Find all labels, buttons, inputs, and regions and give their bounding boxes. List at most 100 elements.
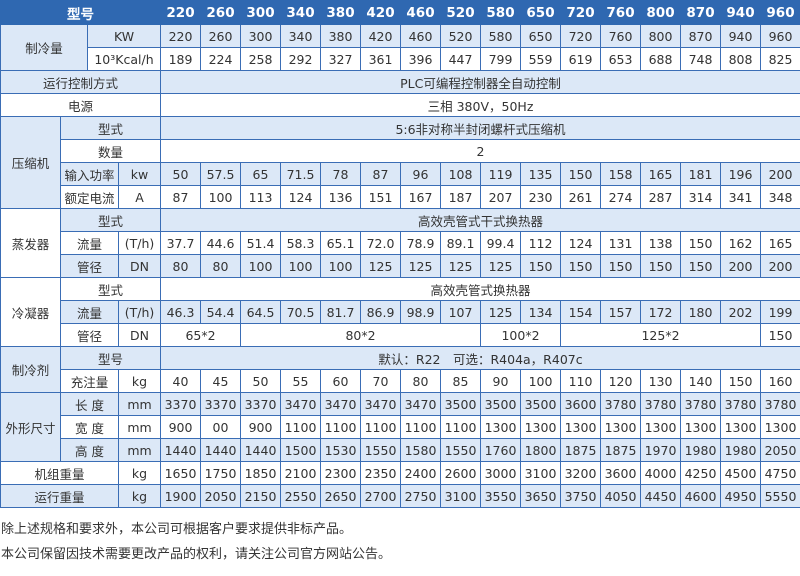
value-cell: 98.9	[400, 300, 441, 324]
control-row: 运行控制方式 PLC可编程控制器全自动控制	[0, 70, 800, 94]
sub-label: 流量	[60, 300, 119, 324]
value-cell: 1900	[160, 484, 201, 508]
unit-weight-label: 机组重量	[0, 461, 119, 485]
unit-cell: kg	[118, 484, 161, 508]
sub-label: 型式	[60, 116, 161, 140]
value-cell: 619	[560, 47, 601, 71]
footer-note-2: 本公司保留因技术需要更改产品的权利，请关注公司官方网站公告。	[1, 547, 392, 562]
value-cell: 1850	[240, 461, 281, 485]
value-cell: 1300	[600, 415, 641, 439]
compressor-input-row: 输入功率 kw 50 57.5 65 71.5 78 87 96 108 119 135 150 158 1…	[0, 162, 800, 186]
value-cell: 2150	[240, 484, 281, 508]
value-cell: 157	[600, 300, 641, 324]
value-cell: 112	[520, 231, 561, 255]
value-cell: 80	[400, 369, 441, 393]
value-cell: 3780	[720, 392, 761, 416]
value-cell: 274	[600, 185, 641, 209]
value-cell: 300	[240, 24, 281, 48]
value-cell: 1800	[520, 438, 561, 462]
value-cell: 220	[160, 24, 201, 48]
value-cell: 158	[600, 162, 641, 186]
value-cell: 65	[240, 162, 281, 186]
value-cell: 396	[400, 47, 441, 71]
value-cell: 57.5	[200, 162, 241, 186]
unit-cell: mm	[118, 438, 161, 462]
value-cell: 125	[480, 300, 521, 324]
value-cell: 1100	[440, 415, 481, 439]
value-cell: 130	[640, 369, 681, 393]
model-header-cell: 220	[160, 0, 201, 25]
value-cell: 207	[480, 185, 521, 209]
cooling-capacity-label: 制冷量	[0, 24, 88, 71]
value-cell: 135	[520, 162, 561, 186]
value-cell: 125	[360, 254, 401, 278]
cooling-kcal-row: 10³Kcal/h 189 224 258 292 327 361 396 447 799 559 6…	[0, 47, 800, 71]
value-cell: 2750	[400, 484, 441, 508]
model-header-cell: 800	[640, 0, 681, 25]
value-cell: 420	[360, 24, 401, 48]
value-cell: 460	[400, 24, 441, 48]
value-cell: 1300	[560, 415, 601, 439]
spec-table: 型号 220 260 300 340 380 420 460 520 580 650 720 760 80…	[0, 0, 800, 508]
operating-weight-row: 运行重量 kg 1900 2050 2150 2550 2650 2700 2750 3100 35…	[0, 484, 800, 508]
cooling-kw-row: 制冷量 KW 220 260 300 340 380 420 460 520 580 650 720 76…	[0, 24, 800, 71]
value-cell: 260	[200, 24, 241, 48]
value-cell: 125	[480, 254, 521, 278]
value-cell: 54.4	[200, 300, 241, 324]
sub-label: 型式	[60, 208, 161, 232]
value-cell: 1440	[160, 438, 201, 462]
evaporator-pipe-row: 管径 DN 80 80 100 100 100 125 125 125 125 150 150 150 15…	[0, 254, 800, 278]
value-cell: 1875	[560, 438, 601, 462]
value-cell: 1100	[280, 415, 321, 439]
value-cell: 3100	[440, 484, 481, 508]
value-cell: 2300	[320, 461, 361, 485]
value-cell: 113	[240, 185, 281, 209]
sub-label: 型式	[60, 277, 161, 301]
value-cell: 800	[640, 24, 681, 48]
value-cell: 150	[680, 254, 721, 278]
value-cell: 150	[680, 231, 721, 255]
value-cell: 3200	[560, 461, 601, 485]
value-cell: 37.7	[160, 231, 201, 255]
value-cell: 1500	[280, 438, 321, 462]
value-cell: 3500	[480, 392, 521, 416]
power-row: 电源 三相 380V，50Hz	[0, 93, 800, 117]
value-cell: 65.1	[320, 231, 361, 255]
pipe-group-cell: 65*2	[160, 323, 241, 347]
value-cell: 58.3	[280, 231, 321, 255]
value-cell: 2400	[400, 461, 441, 485]
sub-label: 额定电流	[60, 185, 119, 209]
model-header-cell: 520	[440, 0, 481, 25]
value-cell: 348	[760, 185, 800, 209]
value-cell: 3600	[600, 461, 641, 485]
value-cell: 4000	[640, 461, 681, 485]
value-cell: 760	[600, 24, 641, 48]
value-cell: 1300	[760, 415, 800, 439]
sub-label: 管径	[60, 254, 119, 278]
value-cell: 50	[240, 369, 281, 393]
unit-cell: (T/h)	[118, 231, 161, 255]
value-cell: 40	[160, 369, 201, 393]
value-cell: 60	[320, 369, 361, 393]
value-cell: 108	[440, 162, 481, 186]
value-cell: 287	[640, 185, 681, 209]
value-cell: 4950	[720, 484, 761, 508]
model-header-cell: 870	[680, 0, 721, 25]
value-cell: 960	[760, 24, 800, 48]
span-value: 5:6非对称半封闭螺杆式压缩机	[160, 116, 800, 140]
value-cell: 340	[280, 24, 321, 48]
value-cell: 200	[760, 254, 800, 278]
value-cell: 447	[440, 47, 481, 71]
value-cell: 3100	[520, 461, 561, 485]
value-cell: 150	[520, 254, 561, 278]
value-cell: 78	[320, 162, 361, 186]
value-cell: 5550	[760, 484, 800, 508]
value-cell: 653	[600, 47, 641, 71]
value-cell: 4750	[760, 461, 800, 485]
value-cell: 134	[520, 300, 561, 324]
value-cell: 3370	[160, 392, 201, 416]
value-cell: 3370	[200, 392, 241, 416]
value-cell: 1980	[720, 438, 761, 462]
value-cell: 224	[200, 47, 241, 71]
sub-label: 流量	[60, 231, 119, 255]
